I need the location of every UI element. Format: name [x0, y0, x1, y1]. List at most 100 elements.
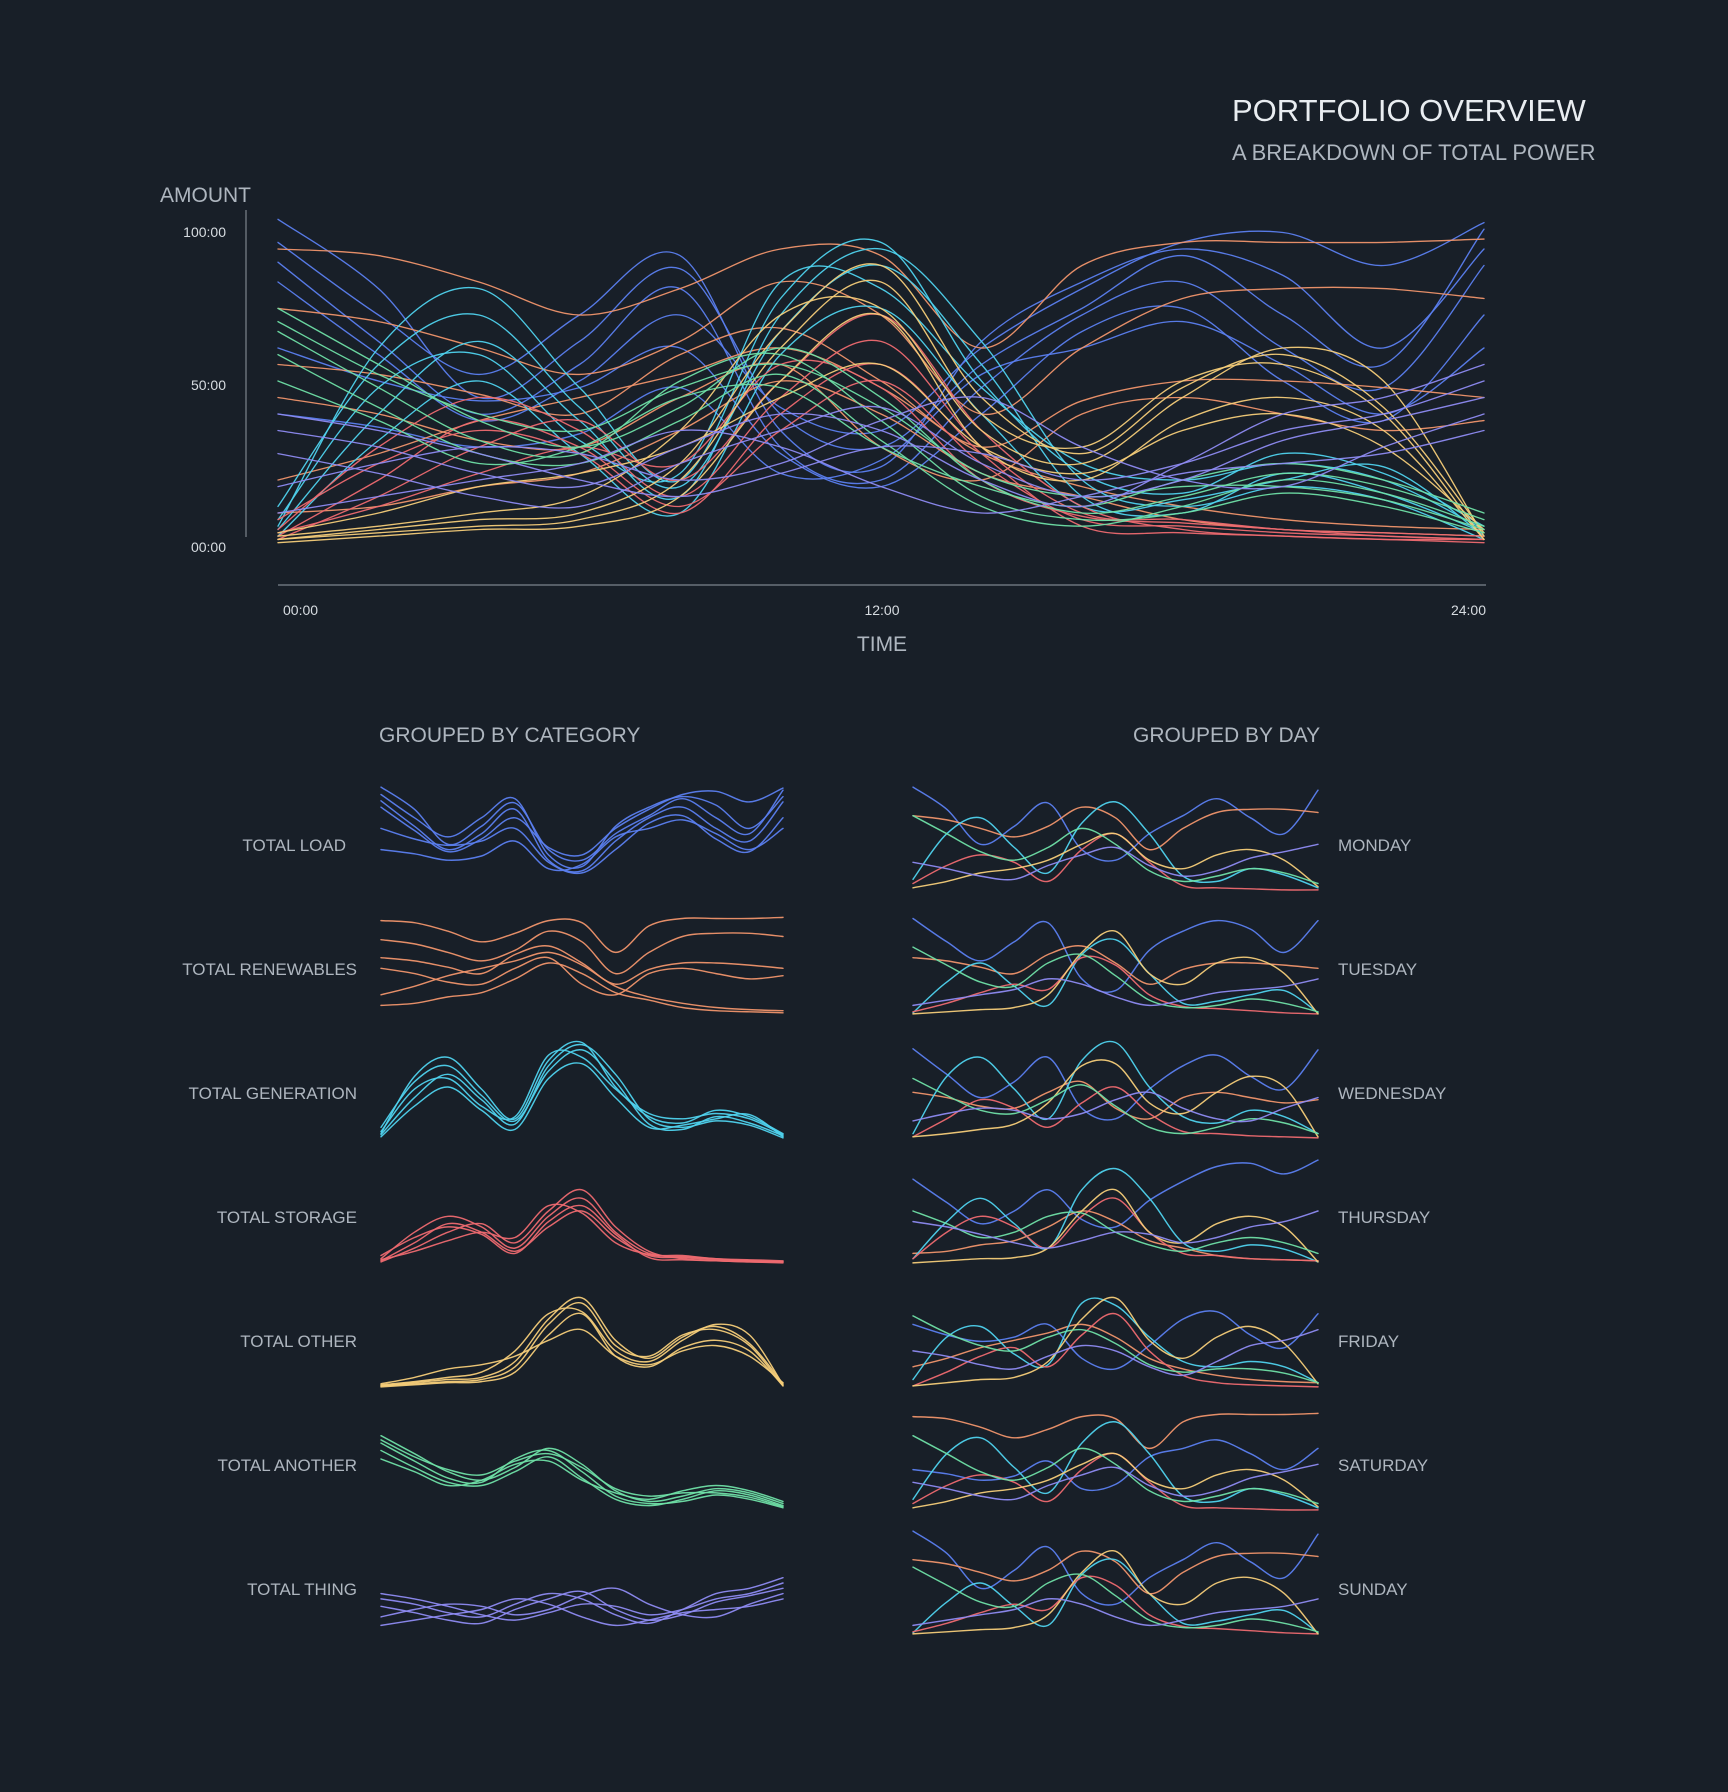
y-tick-label: 00:00 [191, 539, 226, 555]
category-small-multiples [380, 786, 784, 1627]
category-mini-line [380, 1043, 784, 1139]
series-line [277, 380, 1485, 498]
day-label-sunday: SUNDAY [1338, 1580, 1408, 1599]
series-line [277, 429, 1485, 514]
day-mini-line [912, 1328, 1319, 1377]
day-mini-line [912, 1197, 1319, 1262]
day-label-monday: MONDAY [1338, 836, 1411, 855]
category-mini-line [380, 962, 784, 1014]
category-mini-line [380, 1210, 784, 1263]
day-mini-line [912, 1312, 1319, 1388]
category-mini-line [380, 786, 784, 862]
day-mini-line [912, 1188, 1319, 1264]
category-mini-line [380, 793, 784, 870]
day-mini-line [912, 945, 1319, 985]
category-mini-line [380, 1458, 784, 1503]
category-mini-line [380, 1439, 784, 1508]
y-tick-label: 100:00 [183, 224, 226, 240]
day-mini-line [912, 1040, 1319, 1135]
category-label-total-other: TOTAL OTHER [240, 1332, 357, 1351]
day-mini-line [912, 1059, 1319, 1138]
series-line [277, 238, 1485, 349]
category-mini-line [380, 1312, 784, 1388]
category-mini-line [380, 787, 784, 857]
series-line [277, 295, 1485, 537]
series-line [277, 263, 1485, 541]
x-tick-label: 24:00 [1451, 602, 1486, 618]
day-mini-line [912, 1077, 1319, 1135]
category-mini-line [380, 930, 784, 975]
x-tick-label: 00:00 [283, 602, 318, 618]
series-line [277, 238, 1485, 527]
category-mini-line [380, 1587, 784, 1625]
category-mini-line [380, 1049, 784, 1136]
x-axis-title: TIME [857, 633, 907, 656]
category-panel-title: GROUPED BY CATEGORY [379, 724, 640, 747]
day-label-friday: FRIDAY [1338, 1332, 1399, 1351]
category-label-total-storage: TOTAL STORAGE [217, 1208, 357, 1227]
page-title: PORTFOLIO OVERVIEW [1232, 93, 1586, 128]
main-plot-area [277, 218, 1485, 544]
day-mini-line [912, 814, 1319, 885]
category-mini-line [380, 1442, 784, 1509]
day-mini-line [912, 1598, 1319, 1627]
day-mini-line [912, 1558, 1319, 1634]
series-line [277, 312, 1485, 544]
day-panel-title: GROUPED BY DAY [1133, 724, 1320, 747]
day-mini-line [912, 1323, 1319, 1384]
series-line [277, 279, 1485, 541]
series-line [277, 241, 1485, 474]
category-mini-line [380, 819, 784, 872]
day-mini-line [912, 1210, 1319, 1249]
day-mini-line [912, 1296, 1319, 1387]
day-mini-line [912, 978, 1319, 1007]
day-mini-line [912, 1315, 1319, 1384]
category-label-total-renewables: TOTAL RENEWABLES [182, 960, 357, 979]
day-mini-line [912, 1159, 1319, 1229]
day-mini-line [912, 1310, 1319, 1371]
day-mini-line [912, 1086, 1319, 1139]
series-line [277, 396, 1485, 509]
x-tick-label: 12:00 [864, 602, 899, 618]
day-mini-line [912, 1566, 1319, 1633]
day-mini-line [912, 1463, 1319, 1501]
category-mini-line [380, 1307, 784, 1386]
day-mini-line [912, 1439, 1319, 1492]
day-label-tuesday: TUESDAY [1338, 960, 1417, 979]
category-mini-line [380, 1296, 784, 1387]
day-mini-line [912, 929, 1319, 1015]
category-label-total-another: TOTAL ANOTHER [218, 1456, 358, 1475]
category-label-total-load: TOTAL LOAD [242, 836, 346, 855]
series-line [277, 264, 1485, 534]
day-mini-line [912, 1080, 1319, 1120]
category-mini-line [380, 1204, 784, 1263]
day-mini-line [912, 946, 1319, 1013]
day-label-thursday: THURSDAY [1338, 1208, 1430, 1227]
category-mini-line [380, 956, 784, 996]
page-subtitle: A BREAKDOWN OF TOTAL POWER [1232, 140, 1595, 165]
series-line [277, 396, 1485, 490]
day-mini-line [912, 1452, 1319, 1509]
y-axis-title: AMOUNT [160, 184, 251, 207]
day-mini-line [912, 1575, 1319, 1635]
category-mini-line [380, 1449, 784, 1507]
day-mini-line [912, 843, 1319, 881]
day-label-wednesday: WEDNESDAY [1338, 1084, 1446, 1103]
day-mini-line [912, 786, 1319, 862]
category-mini-line [380, 916, 784, 954]
category-mini-line [380, 1582, 784, 1621]
category-mini-line [380, 951, 784, 1012]
day-small-multiples [912, 786, 1319, 1635]
day-mini-line [912, 1550, 1319, 1595]
category-label-total-generation: TOTAL GENERATION [189, 1084, 357, 1103]
day-mini-line [912, 1167, 1319, 1263]
category-mini-line [380, 1328, 784, 1385]
category-mini-line [380, 1301, 784, 1387]
day-mini-line [912, 1297, 1319, 1384]
series-line [277, 363, 1485, 508]
category-mini-line [380, 945, 784, 985]
category-mini-line [380, 1576, 784, 1625]
day-mini-line [912, 917, 1319, 994]
